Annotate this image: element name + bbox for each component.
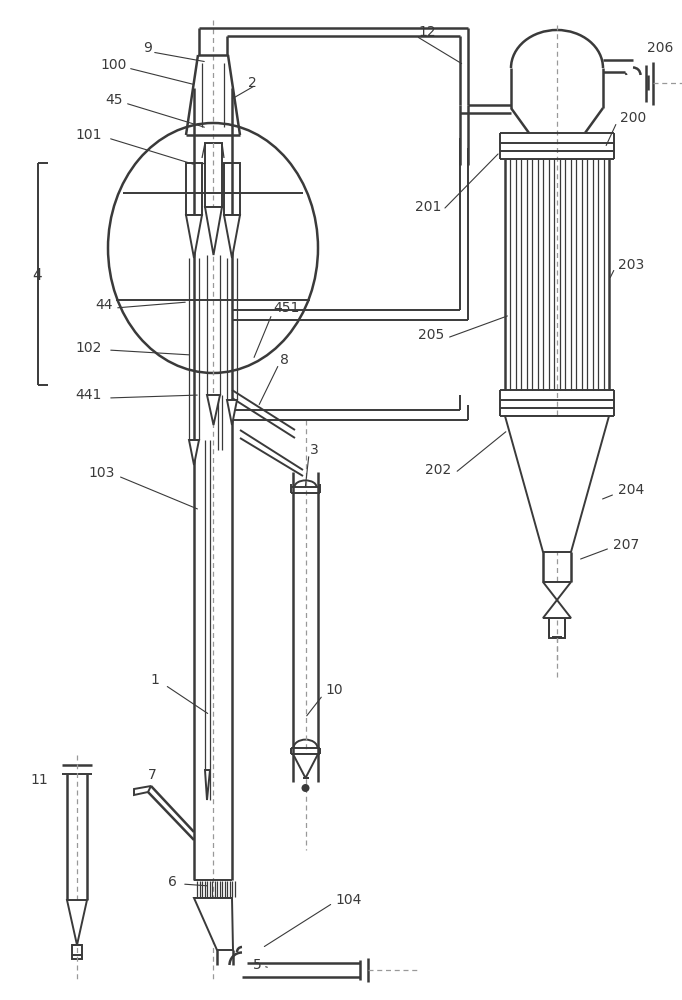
Text: 101: 101 [75, 128, 102, 142]
Polygon shape [293, 754, 318, 778]
Text: 441: 441 [75, 388, 102, 402]
Text: 205: 205 [418, 328, 444, 342]
Text: 204: 204 [618, 483, 644, 497]
Bar [72, 945, 82, 959]
Text: 44: 44 [95, 298, 113, 312]
Bar [224, 163, 240, 215]
Polygon shape [205, 207, 222, 255]
Text: 100: 100 [100, 58, 126, 72]
Text: 10: 10 [325, 683, 342, 697]
Bar [186, 163, 202, 215]
Text: 206: 206 [647, 41, 673, 55]
Text: 12: 12 [418, 25, 436, 39]
Text: 11: 11 [30, 773, 48, 787]
Text: 5: 5 [253, 958, 262, 972]
Polygon shape [543, 582, 571, 600]
Polygon shape [224, 215, 240, 258]
Bar [549, 618, 565, 638]
Polygon shape [227, 400, 237, 425]
Polygon shape [189, 440, 199, 465]
Text: 45: 45 [105, 93, 123, 107]
Text: 451: 451 [273, 301, 299, 315]
Text: 4: 4 [32, 267, 42, 282]
Text: 1: 1 [150, 673, 159, 687]
Text: 102: 102 [75, 341, 102, 355]
Text: 103: 103 [88, 466, 115, 480]
Text: 2: 2 [248, 76, 256, 90]
Text: 7: 7 [148, 768, 157, 782]
Bar [205, 143, 222, 207]
Text: 3: 3 [310, 443, 318, 457]
Polygon shape [134, 786, 151, 795]
Text: 9: 9 [143, 41, 152, 55]
Polygon shape [186, 215, 202, 258]
Polygon shape [194, 898, 233, 950]
Text: 202: 202 [425, 463, 451, 477]
Polygon shape [67, 900, 87, 945]
Text: 207: 207 [613, 538, 639, 552]
Circle shape [301, 784, 310, 792]
Polygon shape [543, 600, 571, 618]
Text: 6: 6 [168, 875, 177, 889]
Text: 201: 201 [415, 200, 441, 214]
Polygon shape [505, 416, 609, 552]
Polygon shape [205, 770, 210, 800]
Polygon shape [207, 395, 220, 425]
Text: 203: 203 [618, 258, 644, 272]
Text: 104: 104 [335, 893, 361, 907]
Text: 8: 8 [280, 353, 289, 367]
Text: 200: 200 [620, 111, 647, 125]
